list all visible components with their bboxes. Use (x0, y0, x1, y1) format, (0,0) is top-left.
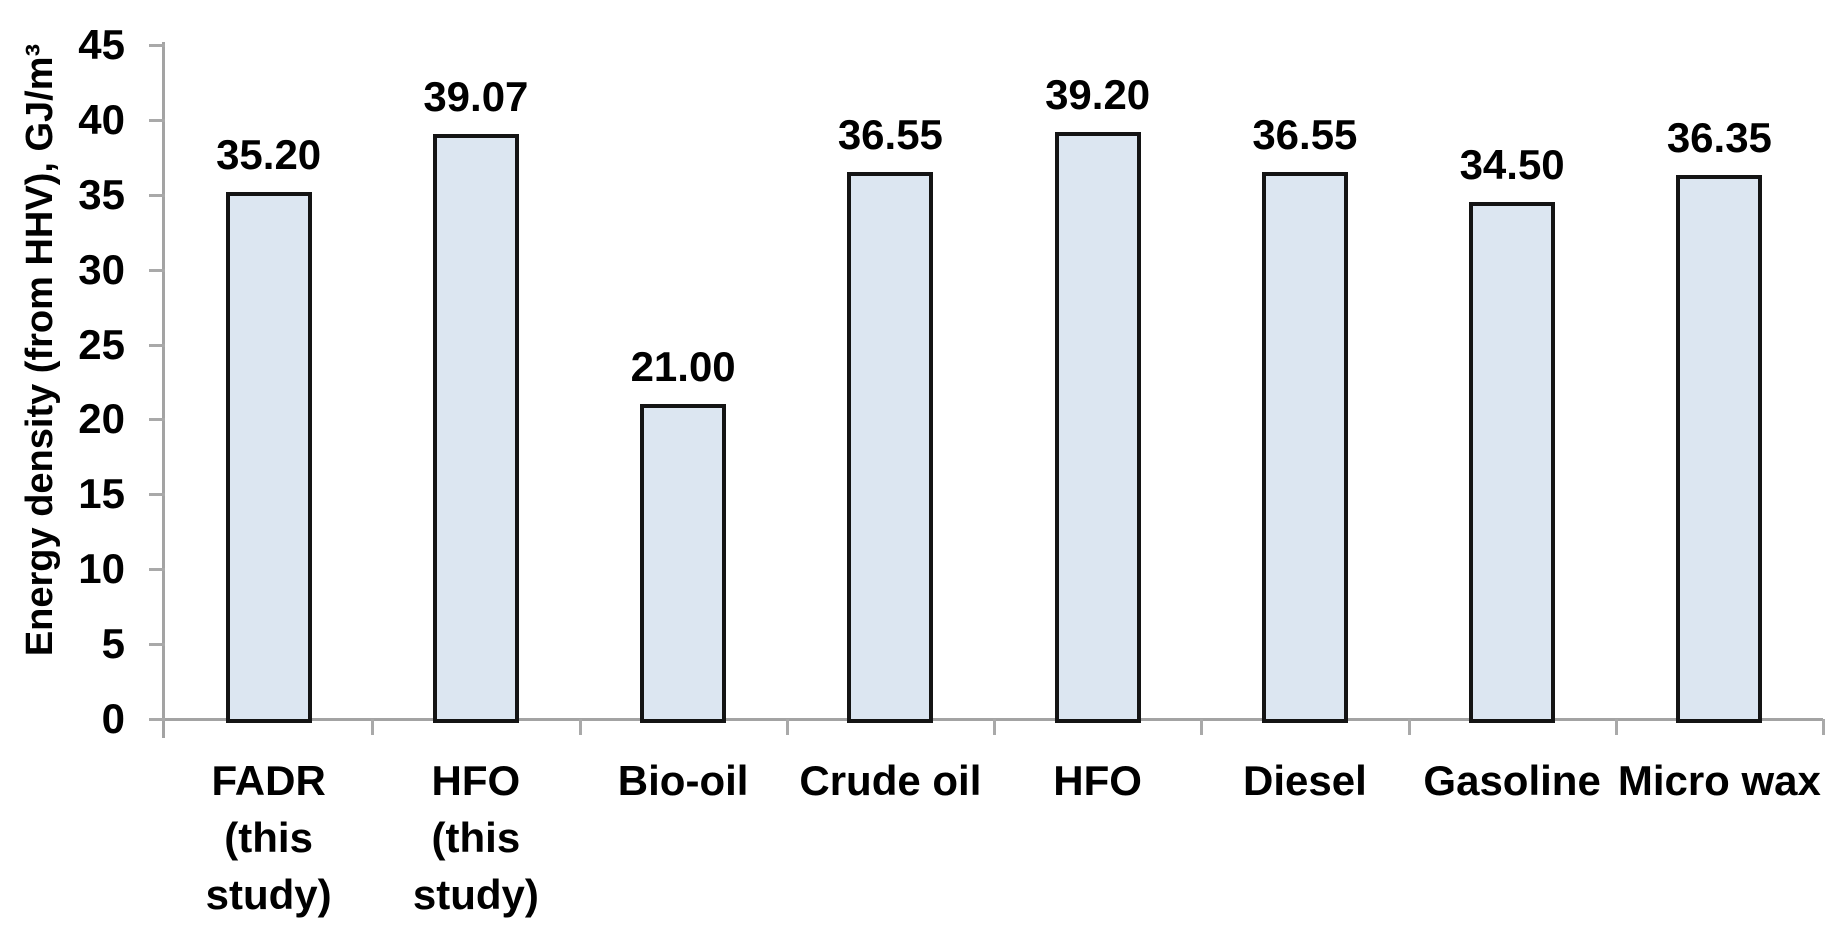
y-axis-tick (149, 268, 165, 272)
bar (640, 404, 727, 723)
x-category-label: Bio-oil (617, 757, 749, 804)
x-category-label: Crude oil (799, 757, 982, 804)
x-category-label: HFO (1053, 757, 1142, 804)
bar-value-label: 36.35 (1666, 113, 1772, 161)
bar-value-label: 39.07 (423, 72, 529, 120)
x-axis-tick (1614, 719, 1618, 735)
y-axis-tick (149, 118, 165, 122)
y-axis-tick (149, 44, 165, 47)
x-axis-line (149, 718, 1823, 721)
bar-value-label: 36.55 (1252, 110, 1358, 158)
y-axis-tick (149, 718, 165, 721)
y-axis-tick-label: 35 (78, 170, 125, 218)
x-axis-tick (1407, 719, 1411, 735)
y-axis-tick (149, 343, 165, 347)
y-axis-tick-label: 20 (78, 395, 125, 443)
bar (225, 191, 312, 723)
bar (432, 133, 519, 723)
bar (1676, 174, 1763, 723)
y-axis-tick (149, 568, 165, 572)
x-axis-tick (1200, 719, 1204, 735)
x-axis-tick (993, 719, 996, 735)
y-axis-tick (149, 418, 165, 422)
x-category-label: Gasoline (1423, 757, 1601, 804)
x-axis-tick (785, 719, 789, 735)
y-axis-tick (149, 643, 165, 647)
y-axis-tick-label: 10 (78, 545, 125, 593)
x-category-label: FADR (this study) (205, 757, 332, 918)
y-axis-tick-label: 30 (78, 245, 125, 293)
bar-value-label: 21.00 (630, 343, 736, 391)
y-axis-tick (149, 493, 165, 497)
x-axis-tick (371, 719, 375, 735)
y-axis-tick (149, 193, 165, 197)
y-axis-tick-label: 15 (78, 470, 125, 518)
y-axis-line (162, 42, 165, 738)
bar (1054, 131, 1141, 723)
bar-value-label: 36.55 (837, 110, 943, 158)
x-axis-tick (1822, 719, 1825, 735)
y-axis-tick-label: 0 (101, 695, 125, 742)
x-category-label: Micro wax (1617, 757, 1821, 804)
bar (1261, 171, 1348, 723)
x-category-label: HFO (this study) (412, 757, 539, 918)
bar (847, 171, 934, 723)
bar (1469, 202, 1556, 723)
y-axis-tick-label: 5 (101, 620, 125, 668)
y-axis-tick-label: 45 (78, 21, 125, 68)
x-axis-tick (578, 719, 582, 735)
y-axis-tick-label: 25 (78, 320, 125, 368)
bar-value-label: 39.20 (1045, 70, 1151, 118)
bar-value-label: 34.50 (1459, 141, 1565, 189)
bar-value-label: 35.20 (216, 130, 322, 178)
x-category-label: Diesel (1243, 757, 1367, 804)
y-axis-tick-label: 40 (78, 95, 125, 143)
